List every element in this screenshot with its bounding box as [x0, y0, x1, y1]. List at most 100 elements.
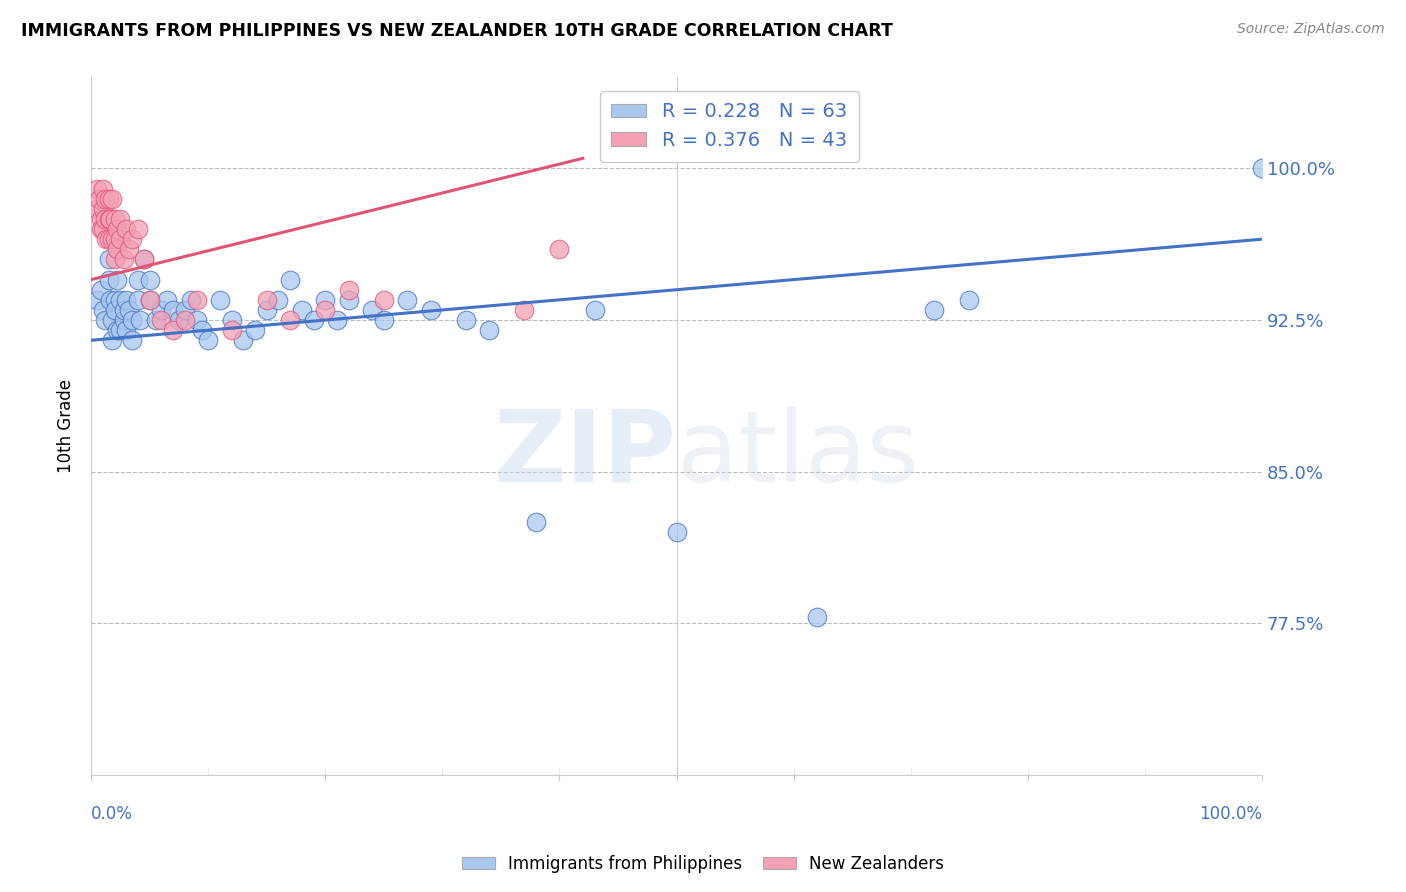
Point: [97, 211, 120, 226]
Point: [186, 293, 208, 307]
Point: [97, 252, 120, 267]
Point: [89, 222, 111, 236]
Point: [129, 313, 152, 327]
Point: [91, 181, 114, 195]
Legend: Immigrants from Philippines, New Zealanders: Immigrants from Philippines, New Zealand…: [456, 848, 950, 880]
Point: [89, 211, 111, 226]
Point: [105, 222, 128, 236]
Point: [208, 293, 231, 307]
Point: [167, 313, 190, 327]
Point: [221, 313, 243, 327]
Point: [302, 313, 325, 327]
Point: [162, 302, 184, 317]
Text: IMMIGRANTS FROM PHILIPPINES VS NEW ZEALANDER 10TH GRADE CORRELATION CHART: IMMIGRANTS FROM PHILIPPINES VS NEW ZEALA…: [21, 22, 893, 40]
Text: 0.0%: 0.0%: [91, 805, 134, 823]
Point: [117, 302, 139, 317]
Point: [94, 211, 117, 226]
Point: [101, 232, 124, 246]
Point: [138, 293, 160, 307]
Point: [173, 313, 195, 327]
Legend: R = 0.228   N = 63, R = 0.376   N = 43: R = 0.228 N = 63, R = 0.376 N = 43: [600, 91, 859, 161]
Point: [97, 272, 120, 286]
Point: [98, 211, 121, 226]
Point: [110, 323, 132, 337]
Point: [186, 313, 208, 327]
Point: [103, 252, 125, 267]
Point: [922, 302, 945, 317]
Point: [278, 272, 301, 286]
Point: [112, 302, 135, 317]
Y-axis label: 10th Grade: 10th Grade: [58, 379, 75, 473]
Point: [115, 222, 138, 236]
Point: [115, 323, 138, 337]
Point: [291, 302, 314, 317]
Point: [806, 610, 828, 624]
Point: [232, 333, 254, 347]
Point: [91, 302, 114, 317]
Point: [138, 272, 160, 286]
Point: [91, 222, 114, 236]
Point: [121, 232, 143, 246]
Point: [96, 232, 118, 246]
Point: [197, 333, 219, 347]
Point: [103, 293, 125, 307]
Point: [419, 302, 441, 317]
Text: ZIP: ZIP: [494, 406, 676, 502]
Point: [267, 293, 290, 307]
Point: [97, 232, 120, 246]
Point: [121, 333, 143, 347]
Point: [145, 313, 167, 327]
Point: [121, 313, 143, 327]
Point: [97, 192, 120, 206]
Point: [112, 313, 135, 327]
Point: [132, 252, 155, 267]
Point: [110, 293, 132, 307]
Point: [548, 242, 571, 256]
Point: [256, 293, 278, 307]
Point: [221, 323, 243, 337]
Point: [94, 313, 117, 327]
Point: [162, 323, 184, 337]
Point: [103, 232, 125, 246]
Point: [117, 242, 139, 256]
Point: [337, 283, 360, 297]
Point: [89, 192, 111, 206]
Point: [396, 293, 419, 307]
Point: [86, 293, 108, 307]
Point: [524, 515, 547, 529]
Point: [150, 302, 173, 317]
Text: 100.0%: 100.0%: [1199, 805, 1263, 823]
Point: [243, 323, 266, 337]
Point: [173, 302, 195, 317]
Point: [105, 323, 128, 337]
Point: [101, 313, 124, 327]
Point: [105, 242, 128, 256]
Point: [478, 323, 501, 337]
Point: [110, 211, 132, 226]
Text: atlas: atlas: [676, 406, 918, 502]
Point: [373, 313, 395, 327]
Point: [957, 293, 980, 307]
Point: [91, 202, 114, 216]
Point: [112, 252, 135, 267]
Point: [86, 181, 108, 195]
Point: [132, 252, 155, 267]
Point: [180, 293, 202, 307]
Point: [513, 302, 536, 317]
Point: [1251, 161, 1274, 176]
Point: [314, 302, 336, 317]
Point: [105, 272, 128, 286]
Point: [583, 302, 606, 317]
Point: [127, 272, 149, 286]
Point: [101, 333, 124, 347]
Point: [454, 313, 477, 327]
Point: [256, 302, 278, 317]
Point: [98, 293, 121, 307]
Point: [115, 293, 138, 307]
Point: [110, 232, 132, 246]
Point: [103, 302, 125, 317]
Point: [191, 323, 214, 337]
Point: [314, 293, 336, 307]
Point: [665, 525, 688, 540]
Point: [89, 283, 111, 297]
